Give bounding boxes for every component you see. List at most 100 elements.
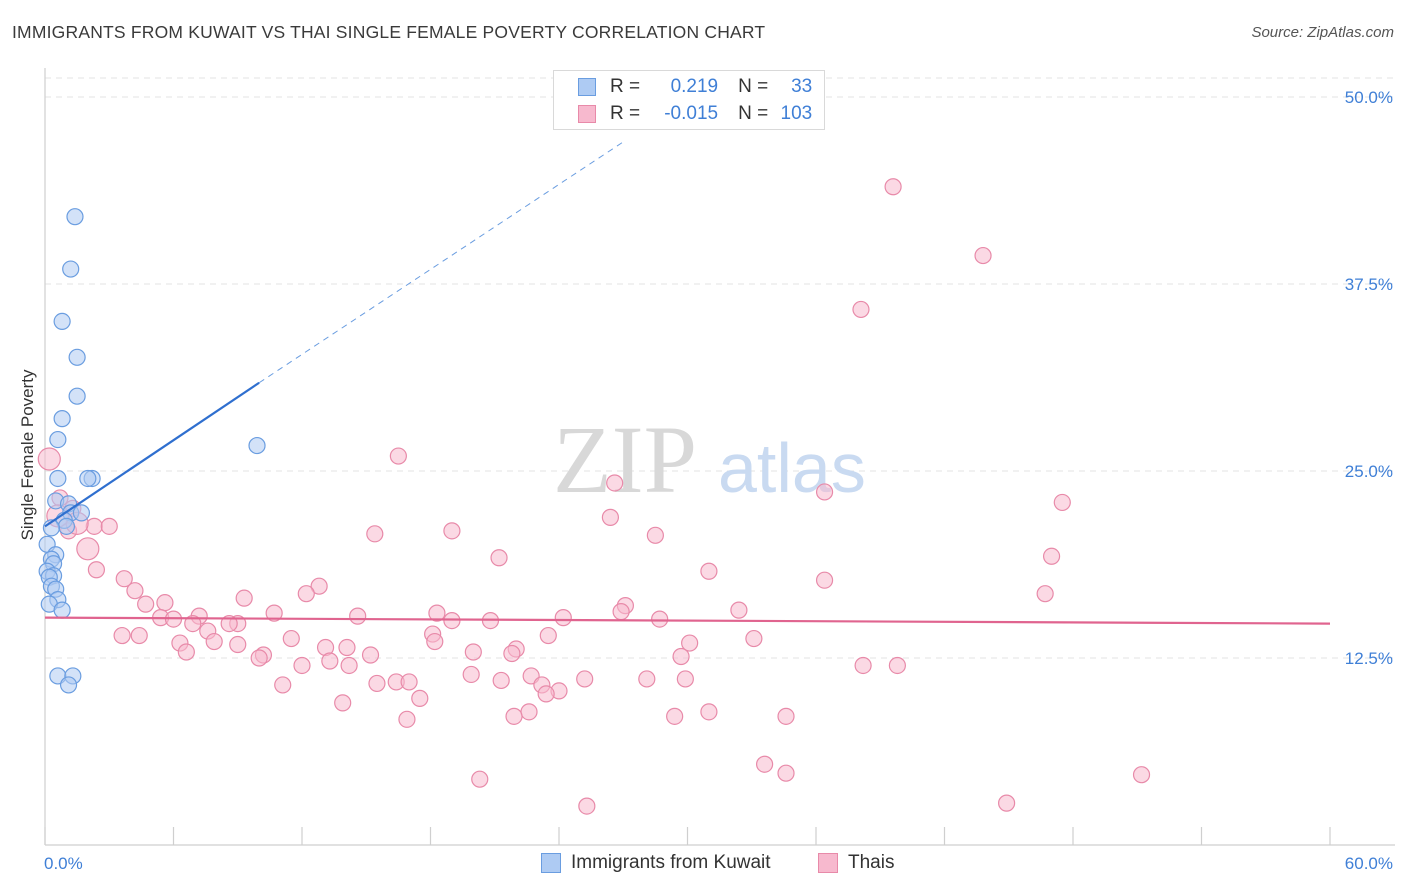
legend-swatch-kuwait (578, 78, 596, 96)
kuwait-point (59, 676, 78, 694)
thai-point (666, 707, 684, 725)
series-legend-swatch-kuwait (541, 853, 561, 873)
y-axis-label: Single Female Poverty (18, 369, 37, 541)
thai-point (229, 635, 247, 654)
thai-point (606, 474, 624, 492)
series-legend-label-thai: Thais (848, 852, 895, 873)
thai-point (340, 656, 358, 675)
kuwait-point (248, 436, 266, 455)
thai-point (274, 676, 292, 694)
x-tick-labels: 0.0% 60.0% (44, 854, 1393, 873)
thai-point (115, 570, 133, 588)
thai-point (777, 707, 795, 725)
kuwait-point (57, 517, 76, 535)
thai-point (428, 604, 446, 622)
x-tick-label-max: 60.0% (1345, 854, 1393, 873)
y-tick-labels: 12.5% 25.0% 37.5% 50.0% (1345, 88, 1393, 668)
kuwait-point (49, 469, 67, 488)
thai-point (730, 601, 748, 619)
kuwait-point (66, 208, 84, 226)
series-legend-kuwait[interactable]: Immigrants from Kuwait (541, 852, 771, 874)
thai-point (777, 764, 795, 782)
thai-point (366, 525, 384, 543)
series-legend-label-kuwait: Immigrants from Kuwait (571, 852, 771, 873)
watermark: ZIP atlas (553, 406, 866, 513)
thai-point (334, 694, 352, 712)
thai-point (184, 614, 202, 633)
thai-point (293, 656, 311, 675)
thai-point (1042, 547, 1061, 565)
y-tick-label: 12.5% (1345, 649, 1393, 668)
series-legend-thai[interactable]: Thais (818, 852, 894, 874)
thai-point (755, 755, 774, 773)
thai-point (852, 300, 870, 319)
watermark-atlas: atlas (718, 429, 866, 507)
thai-point (815, 483, 834, 501)
thai-point (578, 797, 596, 815)
kuwait-point (79, 469, 97, 488)
thai-point (676, 670, 694, 688)
thai-point (462, 665, 480, 684)
thai-point (681, 634, 699, 652)
thai-point (490, 549, 508, 567)
legend-row-kuwait: R = 0.219 N = 33 (578, 75, 812, 99)
kuwait-trend-extension (258, 141, 624, 384)
thai-points (37, 178, 1151, 815)
thai-point (113, 626, 131, 645)
thai-point (76, 537, 100, 561)
legend-n-value: 103 (780, 103, 813, 124)
legend-n-label: N = (738, 103, 769, 124)
kuwait-point (62, 260, 80, 278)
kuwait-point (68, 387, 86, 405)
thai-point (321, 652, 339, 670)
thai-point (888, 656, 906, 675)
thai-point (85, 517, 103, 535)
trend-lines (44, 141, 1331, 625)
thai-point (601, 508, 620, 526)
thai-point (368, 674, 386, 693)
thai-point (884, 178, 902, 196)
thai-point (282, 629, 300, 648)
thai-point (576, 670, 594, 688)
y-tick-label: 37.5% (1345, 275, 1393, 294)
thai-point (443, 522, 461, 540)
thai-point (87, 561, 106, 579)
legend-r-value: 0.219 (670, 76, 719, 97)
thai-point (539, 626, 557, 645)
kuwait-trend-line (44, 381, 260, 528)
legend-swatch-thai (578, 105, 596, 123)
legend-r-label: R = (610, 103, 641, 124)
thai-point (471, 770, 489, 788)
thai-point (156, 594, 174, 612)
kuwait-point (53, 312, 71, 330)
thai-point (389, 447, 407, 465)
thai-point (100, 517, 118, 535)
grid-lines (45, 77, 1395, 659)
thai-point (426, 632, 444, 651)
thai-point (700, 703, 718, 721)
thai-point (745, 629, 763, 648)
thai-point (520, 703, 538, 721)
thai-point (492, 671, 510, 690)
y-tick-label: 25.0% (1345, 462, 1393, 481)
thai-point (398, 710, 416, 728)
thai-point (503, 644, 521, 663)
correlation-legend: R = 0.219 N = 33 R = -0.015 N = 103 (553, 70, 825, 130)
thai-point (854, 656, 872, 675)
kuwait-point (49, 430, 67, 449)
kuwait-point (72, 504, 91, 522)
thai-point (638, 670, 656, 688)
kuwait-point (68, 348, 86, 366)
thai-point (250, 649, 268, 667)
thai-point (400, 673, 418, 691)
thai-point (700, 562, 718, 580)
y-tick-label: 50.0% (1345, 88, 1393, 107)
thai-point (349, 607, 367, 625)
thai-point (815, 571, 834, 589)
thai-point (612, 603, 630, 621)
thai-point (1053, 493, 1071, 512)
thai-point (646, 526, 664, 544)
thai-point (974, 246, 992, 265)
thai-point (998, 794, 1016, 812)
